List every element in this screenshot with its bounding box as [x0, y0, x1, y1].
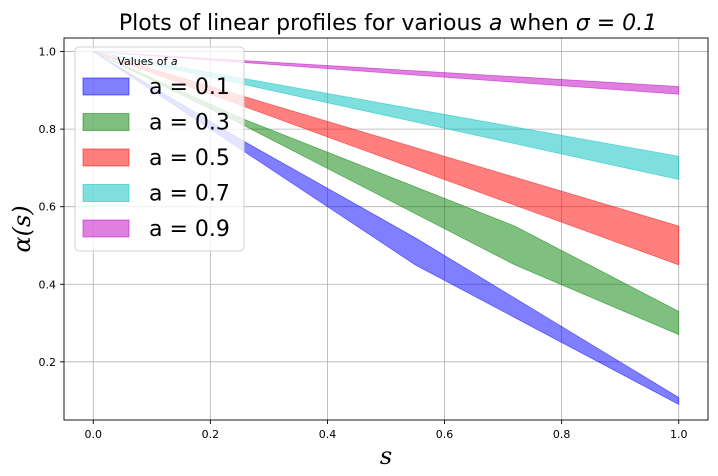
legend-label-5: a = 0.9	[149, 217, 230, 242]
x-tick-label: 1.0	[670, 428, 688, 441]
x-tick-label: 0.0	[85, 428, 103, 441]
legend-label-3: a = 0.5	[149, 146, 230, 171]
plot-frame	[63, 37, 709, 421]
legend-swatch-2	[82, 113, 130, 131]
legend-label-2: a = 0.3	[149, 111, 230, 136]
legend: Values of a a = 0.1 a = 0.3 a = 0.5 a = 0.7…	[74, 46, 245, 252]
legend-label-4: a = 0.7	[149, 182, 230, 207]
y-tick-label: 0.8	[39, 123, 57, 136]
ticks: 0.0 0.2 0.4 0.6 0.8 1.0 0.2 0.4 0.6 0.8 1.0	[39, 46, 688, 441]
x-tick-label: 0.4	[319, 428, 337, 441]
legend-label-1: a = 0.1	[149, 75, 230, 100]
legend-swatch-4	[82, 184, 130, 202]
x-axis-label: s	[380, 442, 392, 470]
y-tick-label: 1.0	[39, 46, 57, 59]
chart-title: Plots of linear profiles for various a w…	[119, 11, 657, 36]
y-tick-label: 0.6	[39, 201, 57, 214]
legend-title: Values of a	[117, 55, 178, 68]
x-tick-label: 0.6	[436, 428, 454, 441]
y-tick-label: 0.2	[39, 356, 57, 369]
x-tick-label: 0.2	[202, 428, 220, 441]
x-tick-label: 0.8	[553, 428, 571, 441]
y-tick-label: 0.4	[39, 278, 57, 291]
legend-swatch-3	[82, 148, 130, 167]
y-axis-label: α(s)	[8, 205, 36, 252]
legend-swatch-5	[82, 219, 130, 238]
legend-swatch-1	[82, 77, 130, 96]
